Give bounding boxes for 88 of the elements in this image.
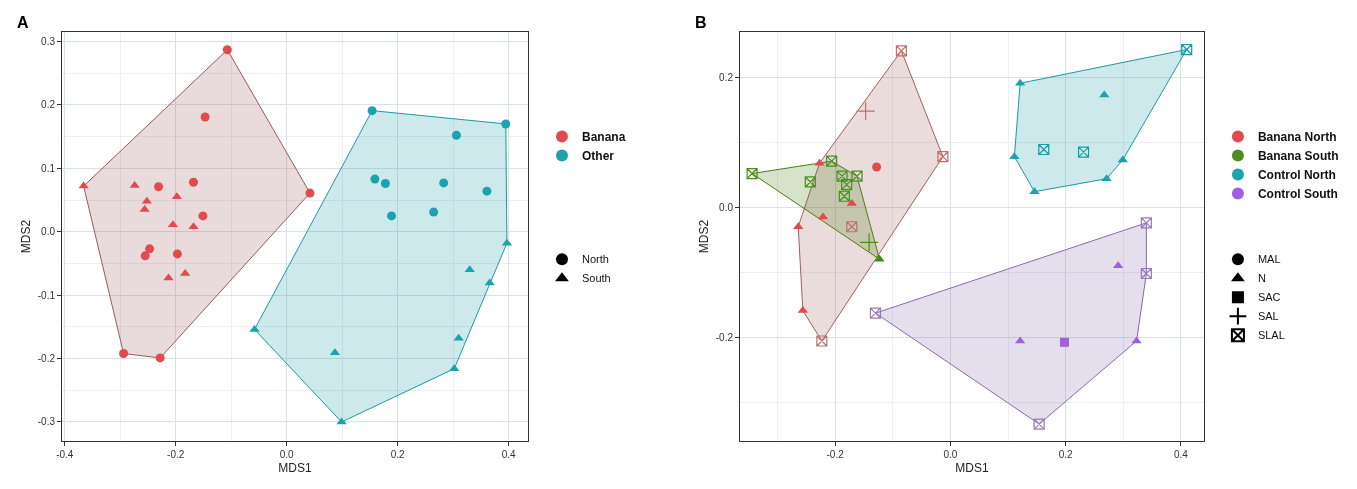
x-tick-label: 0.2 (1058, 449, 1074, 460)
x-tick-label: 0.0 (943, 449, 958, 460)
point (154, 182, 164, 192)
point (188, 177, 198, 187)
point (451, 130, 461, 140)
point (370, 174, 380, 184)
legend-label: N (1257, 272, 1266, 285)
point (746, 167, 758, 180)
point (367, 106, 377, 116)
legend-label: Banana South (1257, 149, 1339, 164)
point (119, 348, 129, 358)
y-tick-label: -0.2 (715, 331, 734, 343)
y-tick-label: 0.0 (719, 201, 734, 213)
point (198, 211, 208, 221)
legend-label: South (581, 272, 611, 285)
chart-title: A (16, 14, 29, 32)
point (249, 324, 260, 332)
legend-label: Control South (1257, 187, 1338, 202)
x-tick-label: -0.2 (826, 449, 845, 460)
y-tick-label: -0.2 (37, 353, 56, 365)
x-tick-label: -0.2 (167, 449, 185, 460)
x-tick-label: 0.2 (390, 449, 406, 460)
point (453, 333, 464, 341)
legend-label: Banana North (1257, 130, 1337, 145)
point (387, 211, 397, 221)
legend-label: MAL (1257, 253, 1281, 266)
point (937, 151, 949, 163)
point (851, 170, 863, 182)
point (172, 249, 182, 259)
y-tick-label: 0.2 (41, 99, 56, 111)
y-tick-label: 0.3 (41, 36, 56, 48)
point (429, 207, 439, 217)
point (222, 45, 232, 55)
point (145, 244, 155, 254)
y-tick-label: 0.0 (41, 226, 56, 238)
point (846, 221, 858, 233)
legend-label: Banana (581, 130, 626, 145)
y-axis-title: MDS2 (697, 219, 712, 254)
point (129, 180, 140, 188)
point (380, 179, 390, 189)
point (1140, 217, 1152, 229)
legend-label: Other (581, 149, 615, 164)
point (855, 101, 876, 121)
point (859, 232, 879, 253)
point (501, 119, 511, 129)
point (163, 273, 174, 281)
point (1060, 337, 1070, 347)
point (439, 178, 449, 188)
legend-label: SAC (1257, 291, 1281, 304)
point (793, 222, 804, 230)
point (1181, 43, 1193, 56)
y-tick-label: -0.3 (37, 416, 56, 428)
point (200, 112, 210, 122)
y-axis-title: MDS2 (19, 219, 34, 254)
point (826, 155, 838, 167)
point (1131, 336, 1142, 344)
point (836, 170, 848, 182)
point (1038, 143, 1050, 156)
y-tick-label: 0.1 (41, 162, 56, 174)
point (1099, 90, 1110, 98)
legend-label: SAL (1257, 310, 1279, 323)
x-axis-title: MDS1 (278, 460, 312, 475)
chart-title: B (694, 14, 707, 32)
point (140, 251, 150, 261)
x-axis-title: MDS1 (955, 460, 989, 475)
x-tick-label: -0.4 (56, 449, 74, 460)
point (816, 335, 828, 347)
point (869, 307, 882, 319)
point (1117, 155, 1128, 163)
point (482, 186, 492, 196)
x-tick-label: 0.4 (501, 449, 516, 460)
y-tick-label: -0.1 (37, 289, 56, 301)
point (895, 45, 907, 57)
point (804, 176, 816, 188)
legend-label: Control North (1257, 168, 1336, 183)
point (464, 265, 475, 273)
legend-label: SLAL (1257, 329, 1285, 342)
point (155, 353, 165, 363)
y-tick-label: 0.2 (719, 71, 734, 83)
point (1077, 146, 1090, 158)
point (305, 188, 315, 198)
point (872, 162, 882, 172)
point (336, 417, 347, 425)
x-tick-label: 0.0 (279, 449, 295, 460)
point (1033, 418, 1045, 430)
point (1140, 267, 1152, 280)
legend-label: North (581, 253, 609, 266)
x-tick-label: 0.4 (1173, 449, 1189, 460)
